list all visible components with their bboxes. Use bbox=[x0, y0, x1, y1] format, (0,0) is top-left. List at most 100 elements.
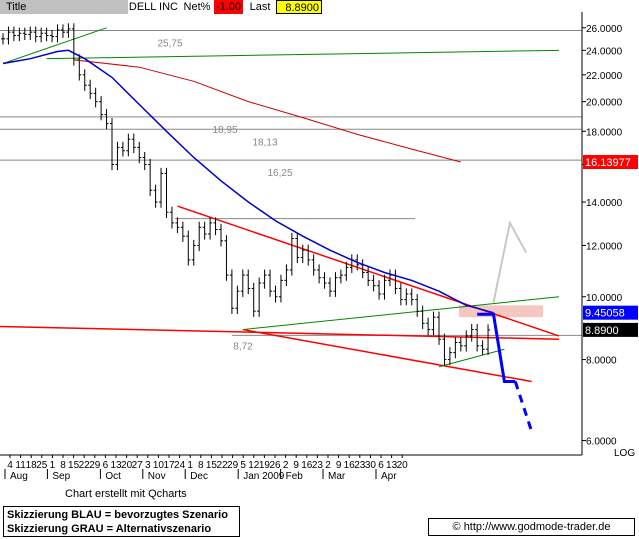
x-tick-label: 19 bbox=[259, 460, 271, 471]
x-tick-label: 18 bbox=[26, 460, 38, 471]
price-flag-box bbox=[583, 305, 638, 320]
x-tick-label: 2 bbox=[283, 460, 289, 471]
x-month-label: Dec bbox=[190, 471, 208, 482]
legend-gray: Skizzierung GRAU = Alternativszenario bbox=[7, 523, 212, 535]
y-tick-label: 8.0000 bbox=[586, 356, 617, 367]
price-flag-label: 9.45058 bbox=[585, 308, 625, 320]
y-tick-label: 26.0000 bbox=[586, 24, 623, 35]
level-label: 18,95 bbox=[212, 125, 237, 136]
x-tick-label: 5 bbox=[240, 460, 246, 471]
header-net-label: Net% bbox=[183, 1, 211, 13]
x-tick-label: 29 bbox=[227, 460, 239, 471]
price-flag-label: 16.13977 bbox=[585, 157, 631, 169]
resistance-zone bbox=[459, 305, 543, 318]
header-last-value: 8.8900 bbox=[276, 0, 322, 14]
price-flag-box bbox=[583, 322, 638, 337]
y-tick-label: 22.0000 bbox=[586, 71, 623, 82]
y-tick-label: 10.0000 bbox=[586, 293, 623, 304]
x-tick-label: 30 bbox=[365, 460, 377, 471]
x-tick-label: 16 bbox=[301, 460, 313, 471]
x-tick-label: 15 bbox=[206, 460, 218, 471]
x-month-label: Oct bbox=[105, 471, 121, 482]
header-last-label: Last bbox=[249, 1, 271, 13]
x-tick-label: 13 bbox=[110, 460, 122, 471]
x-tick-label: 8 bbox=[198, 460, 204, 471]
price-flag-label: 8.8900 bbox=[585, 325, 619, 337]
y-axis: 26.000024.000022.000020.000018.000016.00… bbox=[581, 12, 638, 459]
x-tick-label: 8 bbox=[60, 460, 66, 471]
y-tick-label: 14.0000 bbox=[586, 198, 623, 209]
x-tick-label: 10 bbox=[153, 460, 165, 471]
x-tick-label: 27 bbox=[132, 460, 144, 471]
price-flag-box bbox=[583, 155, 638, 170]
x-tick-label: 17 bbox=[163, 460, 175, 471]
y-tick-label: 24.0000 bbox=[586, 46, 623, 57]
header-symbol: DELL INC bbox=[128, 1, 178, 13]
price-flag: 8.8900 bbox=[583, 322, 638, 337]
x-tick-label: 23 bbox=[354, 460, 366, 471]
x-month-label: Feb bbox=[286, 471, 304, 482]
trendline bbox=[242, 328, 532, 383]
trendlines-layer bbox=[0, 27, 560, 383]
header-title-label: Title bbox=[6, 1, 27, 13]
x-tick-label: 24 bbox=[174, 460, 186, 471]
moving-averages bbox=[2, 49, 494, 314]
x-tick-label: 1 bbox=[187, 460, 193, 471]
level-label: 18,13 bbox=[252, 137, 277, 148]
x-tick-label: 3 bbox=[145, 460, 151, 471]
header-title-cell: Title bbox=[0, 0, 128, 14]
scenario-sketches bbox=[477, 220, 534, 432]
price-flag: 16.13977 bbox=[583, 155, 638, 170]
x-tick-label: 23 bbox=[312, 460, 324, 471]
level-label: 16,25 bbox=[267, 168, 292, 179]
scenario-blue-dashed bbox=[513, 381, 534, 432]
source-link[interactable]: © http://www.godmode-trader.de bbox=[428, 518, 635, 536]
level-label: 8,72 bbox=[233, 341, 253, 352]
x-tick-label: 1 bbox=[50, 460, 56, 471]
price-bars bbox=[1, 23, 491, 366]
scenario-gray-path bbox=[492, 220, 528, 303]
x-tick-label: 26 bbox=[269, 460, 281, 471]
trendline bbox=[242, 296, 559, 331]
trendline bbox=[0, 325, 559, 340]
x-month-label: Jan 2009 bbox=[243, 471, 285, 482]
legend-blue: Skizzierung BLAU = bevorzugtes Szenario bbox=[7, 509, 228, 521]
y-tick-label: 20.0000 bbox=[586, 98, 623, 109]
scenario-legend: Skizzierung BLAU = bevorzugtes Szenario … bbox=[3, 506, 240, 537]
x-tick-label: 6 bbox=[103, 460, 109, 471]
x-month-label: Nov bbox=[148, 471, 166, 482]
y-tick-label: 12.0000 bbox=[586, 241, 623, 252]
x-tick-label: 2 bbox=[325, 460, 331, 471]
x-tick-label: 4 bbox=[7, 460, 13, 471]
ma-blue-line bbox=[2, 49, 494, 314]
trendline bbox=[438, 348, 505, 368]
x-tick-label: 15 bbox=[68, 460, 80, 471]
x-tick-label: 25 bbox=[36, 460, 48, 471]
x-tick-label: 13 bbox=[386, 460, 398, 471]
x-axis: 4 11 18 25 1 8 15 22 29 6 13 20 27 3 10 17 24 1 8 15 22 29 5 12… bbox=[0, 454, 582, 482]
x-tick-label: 11 bbox=[15, 460, 26, 471]
horizontal-levels: 25,75 18,95 18,13 16,25 8,72 bbox=[0, 30, 582, 352]
x-tick-label: 22 bbox=[79, 460, 91, 471]
x-tick-label: 6 bbox=[378, 460, 384, 471]
y-tick-label: 6.0000 bbox=[586, 437, 617, 448]
y-tick-label: 18.0000 bbox=[586, 127, 623, 138]
x-tick-label: 16 bbox=[344, 460, 356, 471]
ma-red-line bbox=[73, 59, 461, 163]
x-tick-label: 12 bbox=[248, 460, 260, 471]
price-flag: 9.45058 bbox=[583, 305, 638, 320]
x-tick-label: 29 bbox=[89, 460, 101, 471]
x-tick-label: 20 bbox=[397, 460, 409, 471]
x-month-label: Aug bbox=[10, 471, 28, 482]
trendline bbox=[46, 49, 559, 60]
x-tick-label: 9 bbox=[293, 460, 299, 471]
chart-credit: Chart erstellt mit Qcharts bbox=[65, 488, 187, 500]
header-net-value: -1.00 bbox=[214, 0, 243, 14]
scale-label: LOG bbox=[614, 448, 635, 459]
x-month-label: Sep bbox=[52, 471, 70, 482]
x-tick-label: 20 bbox=[121, 460, 133, 471]
x-month-label: Apr bbox=[381, 471, 397, 482]
x-tick-label: 22 bbox=[216, 460, 228, 471]
